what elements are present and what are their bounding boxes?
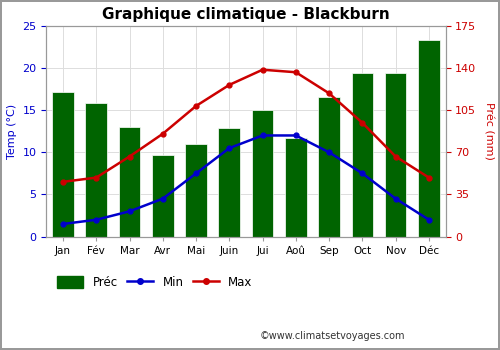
- Legend: Préc, Min, Max: Préc, Min, Max: [52, 272, 258, 294]
- Bar: [118, 127, 141, 237]
- Bar: [352, 73, 373, 237]
- Title: Graphique climatique - Blackburn: Graphique climatique - Blackburn: [102, 7, 390, 22]
- Bar: [185, 144, 207, 237]
- Bar: [285, 138, 306, 237]
- Bar: [418, 40, 440, 237]
- Bar: [86, 103, 107, 237]
- Bar: [218, 128, 240, 237]
- Bar: [318, 97, 340, 237]
- Bar: [52, 92, 74, 237]
- Bar: [152, 155, 174, 237]
- Bar: [252, 110, 274, 237]
- Y-axis label: Préc (mm): Préc (mm): [483, 102, 493, 160]
- Text: ©www.climatsetvoyages.com: ©www.climatsetvoyages.com: [260, 331, 406, 341]
- Y-axis label: Temp (°C): Temp (°C): [7, 104, 17, 159]
- Bar: [385, 73, 406, 237]
